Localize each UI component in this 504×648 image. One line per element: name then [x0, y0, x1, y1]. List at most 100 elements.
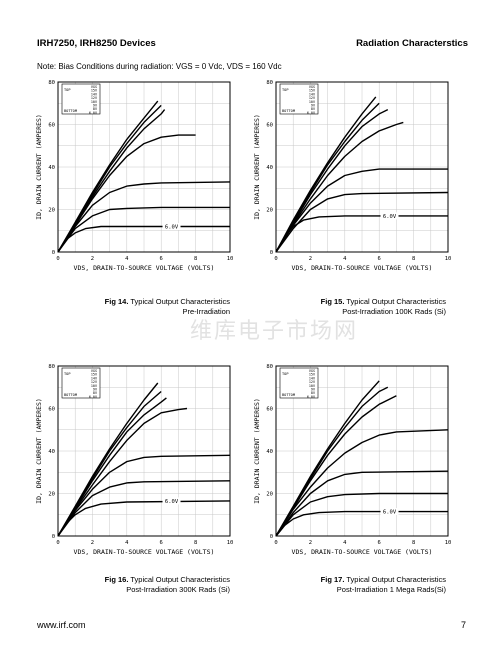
- legend-vgs-value: 10V: [309, 384, 315, 388]
- legend-vgs-value: 6.0V: [307, 395, 315, 399]
- legend-box: [279, 83, 319, 115]
- x-tick-label: 6: [160, 256, 163, 262]
- legend-vgs-value: 15V: [309, 373, 315, 377]
- x-axis-label: VDS, DRAIN-TO-SOURCE VOLTAGE (VOLTS): [74, 548, 215, 556]
- x-tick-label: 4: [125, 540, 129, 546]
- legend-vgs-value: 12V: [91, 380, 97, 384]
- series-line-10v: [57, 407, 188, 537]
- legend-vgs-value: VGS: [309, 369, 315, 373]
- legend-vgs-value: 8V: [311, 107, 315, 111]
- legend-vgs-value: 6.0V: [307, 111, 315, 115]
- x-tick-label: 0: [56, 540, 59, 546]
- header-device-title: IRH7250, IRH8250 Devices: [37, 38, 156, 49]
- legend-top-label: TOP: [282, 88, 289, 92]
- legend-vgs-value: 9V: [93, 104, 97, 108]
- chart-fig17: 0 2 4 6 8 10 0 20 40 60 80 VDS, DRAIN-TO-SOURCE VOL…: [253, 364, 451, 556]
- x-tick-label: 2: [91, 540, 94, 546]
- curve-label-6v: 6.0V: [165, 225, 179, 231]
- caption-line2: Post-Irradiation 1 Mega Rads(Si): [336, 585, 446, 594]
- legend-vgs-value: 12V: [309, 96, 315, 100]
- series-line-8v: [57, 480, 231, 537]
- x-tick-label: 2: [309, 256, 312, 262]
- series-line-12v: [57, 397, 167, 537]
- x-tick-label: 4: [343, 540, 347, 546]
- legend-top-label: TOP: [64, 88, 71, 92]
- y-tick-label: 0: [270, 250, 273, 256]
- legend-bottom-label: BOTTOM: [282, 109, 296, 113]
- x-tick-label: 10: [227, 540, 234, 546]
- curve-label-6v: 6.0V: [383, 214, 397, 220]
- legend-vgs-value: 14V: [91, 376, 97, 380]
- x-axis-label: VDS, DRAIN-TO-SOURCE VOLTAGE (VOLTS): [74, 264, 215, 272]
- x-tick-label: 6: [160, 540, 163, 546]
- series-line-9v: [57, 454, 231, 537]
- caption-fig-number: Fig 14.: [104, 297, 129, 306]
- y-tick-label: 60: [266, 407, 273, 413]
- caption-line2: Post-Irradiation 300K Rads (Si): [126, 585, 230, 594]
- legend-vgs-value: 8V: [93, 107, 97, 111]
- legend-vgs-value: 9V: [311, 104, 315, 108]
- y-tick-label: 0: [52, 250, 55, 256]
- caption-fig16: Fig 16. Typical Output Characteristics P…: [40, 575, 230, 595]
- legend-vgs-value: 14V: [309, 376, 315, 380]
- x-tick-label: 4: [125, 256, 129, 262]
- plot-frame: [275, 81, 449, 253]
- series-line-6-0v: [275, 215, 448, 253]
- curve-label-6v: 6.0V: [165, 499, 179, 505]
- plot-frame: [57, 81, 231, 253]
- series-line-10v: [275, 121, 404, 253]
- x-tick-label: 0: [274, 256, 277, 262]
- series-line-8v: [275, 191, 449, 253]
- footer-page-number: 7: [460, 620, 466, 630]
- y-tick-label: 60: [48, 123, 55, 129]
- legend-vgs-value: 10V: [91, 384, 97, 388]
- x-tick-label: 8: [412, 540, 415, 546]
- legend-bottom-label: BOTTOM: [64, 109, 78, 113]
- y-tick-label: 20: [266, 492, 273, 498]
- y-tick-label: 60: [266, 123, 273, 129]
- x-tick-label: 10: [445, 256, 452, 262]
- series-line-15v: [275, 96, 377, 253]
- series-line-8v: [275, 492, 448, 537]
- chart-fig14: 0 2 4 6 8 10 0 20 40 60 80 VDS, DRAIN-TO-SOURCE VOL…: [35, 80, 233, 272]
- x-tick-label: 0: [274, 540, 277, 546]
- y-tick-label: 0: [52, 534, 55, 540]
- series-line-9v: [275, 168, 448, 253]
- legend-vgs-value: 8V: [93, 391, 97, 395]
- y-tick-label: 40: [266, 449, 273, 455]
- caption-fig-number: Fig 15.: [320, 297, 345, 306]
- plot-frame: [57, 365, 231, 537]
- legend-vgs-value: 6.0V: [89, 395, 97, 399]
- chart-fig16: 0 2 4 6 8 10 0 20 40 60 80 VDS, DRAIN-TO-SOURCE VOL…: [35, 364, 234, 556]
- curve-label-bg: [162, 223, 181, 230]
- caption-fig15: Fig 15. Typical Output Characteristics P…: [256, 297, 446, 317]
- series-line-12v: [275, 395, 397, 537]
- series-line-10v: [275, 429, 449, 537]
- curve-label-bg: [380, 508, 399, 516]
- chart-fig15: 0 2 4 6 8 10 0 20 40 60 80 VDS, DRAIN-TO-SOURCE VOL…: [253, 80, 452, 272]
- y-tick-label: 80: [266, 80, 273, 86]
- legend-top-label: TOP: [282, 372, 289, 376]
- legend-vgs-value: 15V: [91, 89, 97, 93]
- y-axis-label: ID, DRAIN CURRENT (AMPERES): [35, 114, 43, 220]
- watermark-text: 维库电子市场网: [190, 319, 359, 344]
- x-tick-label: 8: [194, 256, 197, 262]
- plot-frame: [275, 365, 449, 537]
- legend-vgs-value: 15V: [91, 373, 97, 377]
- caption-line1: Typical Output Characteristics: [346, 297, 446, 306]
- y-tick-label: 60: [48, 407, 55, 413]
- header-section-title: Radiation Characterstics: [356, 38, 468, 49]
- x-axis-label: VDS, DRAIN-TO-SOURCE VOLTAGE (VOLTS): [292, 548, 433, 556]
- curve-label-6v: 6.0V: [383, 510, 397, 516]
- legend-vgs-value: 15V: [309, 89, 315, 93]
- y-tick-label: 40: [48, 449, 55, 455]
- y-axis-label: ID, DRAIN CURRENT (AMPERES): [253, 398, 261, 504]
- legend-vgs-value: 14V: [309, 92, 315, 96]
- x-tick-label: 8: [412, 256, 415, 262]
- legend-bottom-label: BOTTOM: [282, 393, 296, 397]
- y-tick-label: 20: [266, 208, 273, 214]
- caption-fig-number: Fig 17.: [320, 575, 345, 584]
- caption-fig-number: Fig 16.: [104, 575, 129, 584]
- legend-vgs-value: 10V: [309, 100, 315, 104]
- series-line-6-0v: [275, 510, 448, 537]
